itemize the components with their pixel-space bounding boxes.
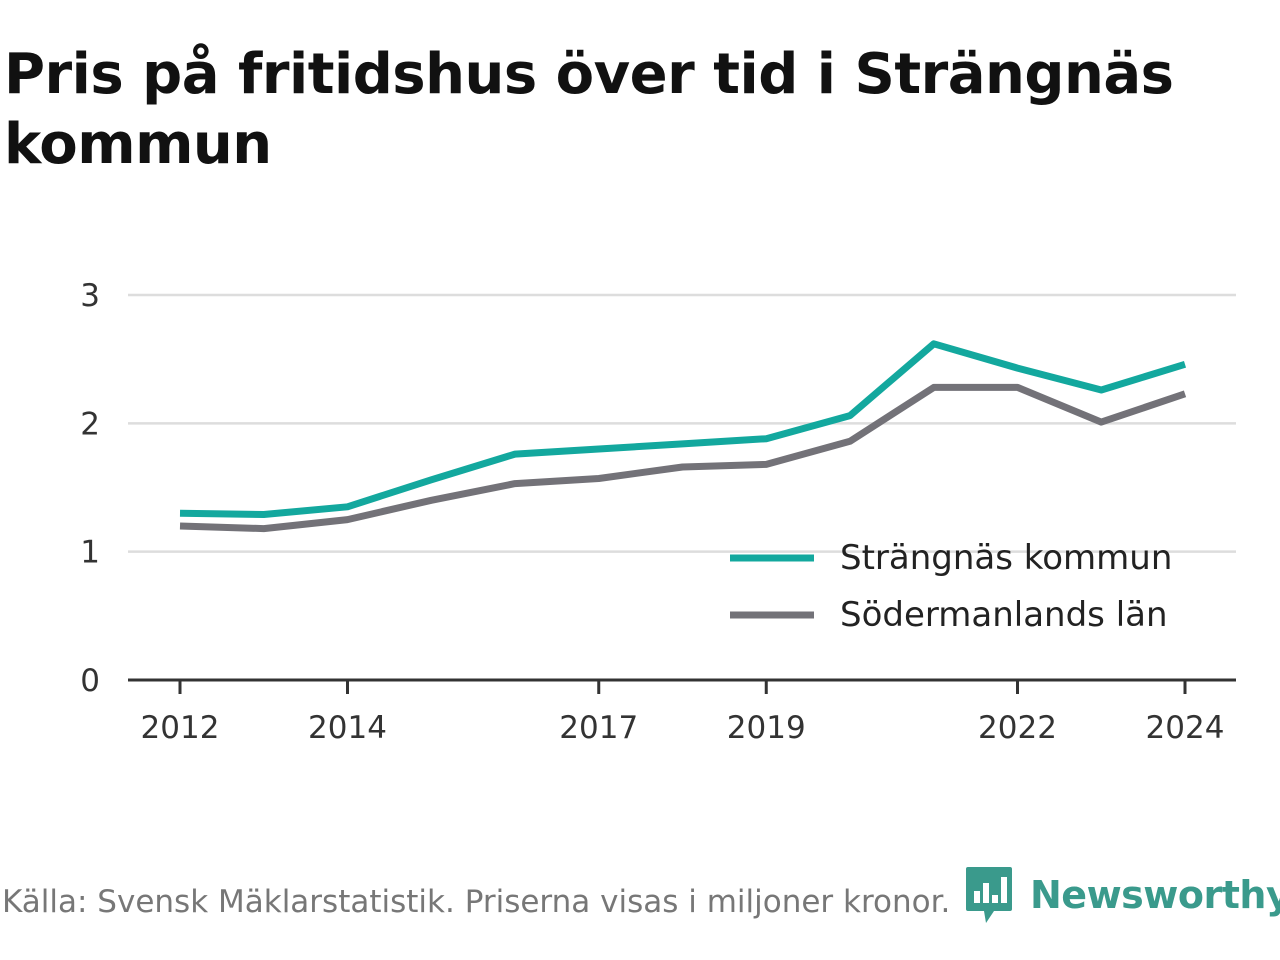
grid-lines: [128, 293, 1236, 553]
series-lines: [179, 340, 1187, 533]
x-tick-label: 2019: [727, 710, 806, 746]
brand-logo: Newsworthy: [964, 862, 1280, 928]
x-tick-label: 2022: [978, 710, 1057, 746]
series-line-0: [179, 340, 1187, 518]
brand-name: Newsworthy: [1030, 873, 1280, 917]
x-axis: 2012 2014 2017 2019 2022 2024: [128, 678, 1236, 746]
source-note: Källa: Svensk Mäklarstatistik. Priserna …: [2, 884, 951, 920]
series-line-1: [179, 383, 1187, 533]
y-axis-tick-labels: 0 1 2 3: [80, 278, 100, 699]
y-tick-label: 2: [80, 406, 100, 442]
legend-label-0: Strängnäs kommun: [840, 538, 1172, 578]
legend-label-1: Södermanlands län: [840, 595, 1168, 635]
newsworthy-logo-icon: [966, 867, 1012, 923]
x-tick-label: 2017: [559, 710, 638, 746]
legend: Strängnäs kommun Södermanlands län: [730, 538, 1172, 635]
y-tick-label: 3: [80, 278, 100, 314]
y-tick-label: 0: [80, 663, 100, 699]
x-tick-label: 2012: [141, 710, 220, 746]
y-tick-label: 1: [80, 535, 100, 571]
chart-title: Pris på fritidshus över tid i Strängnäs …: [4, 42, 1174, 177]
x-tick-label: 2014: [308, 710, 387, 746]
x-tick-label: 2024: [1146, 710, 1225, 746]
